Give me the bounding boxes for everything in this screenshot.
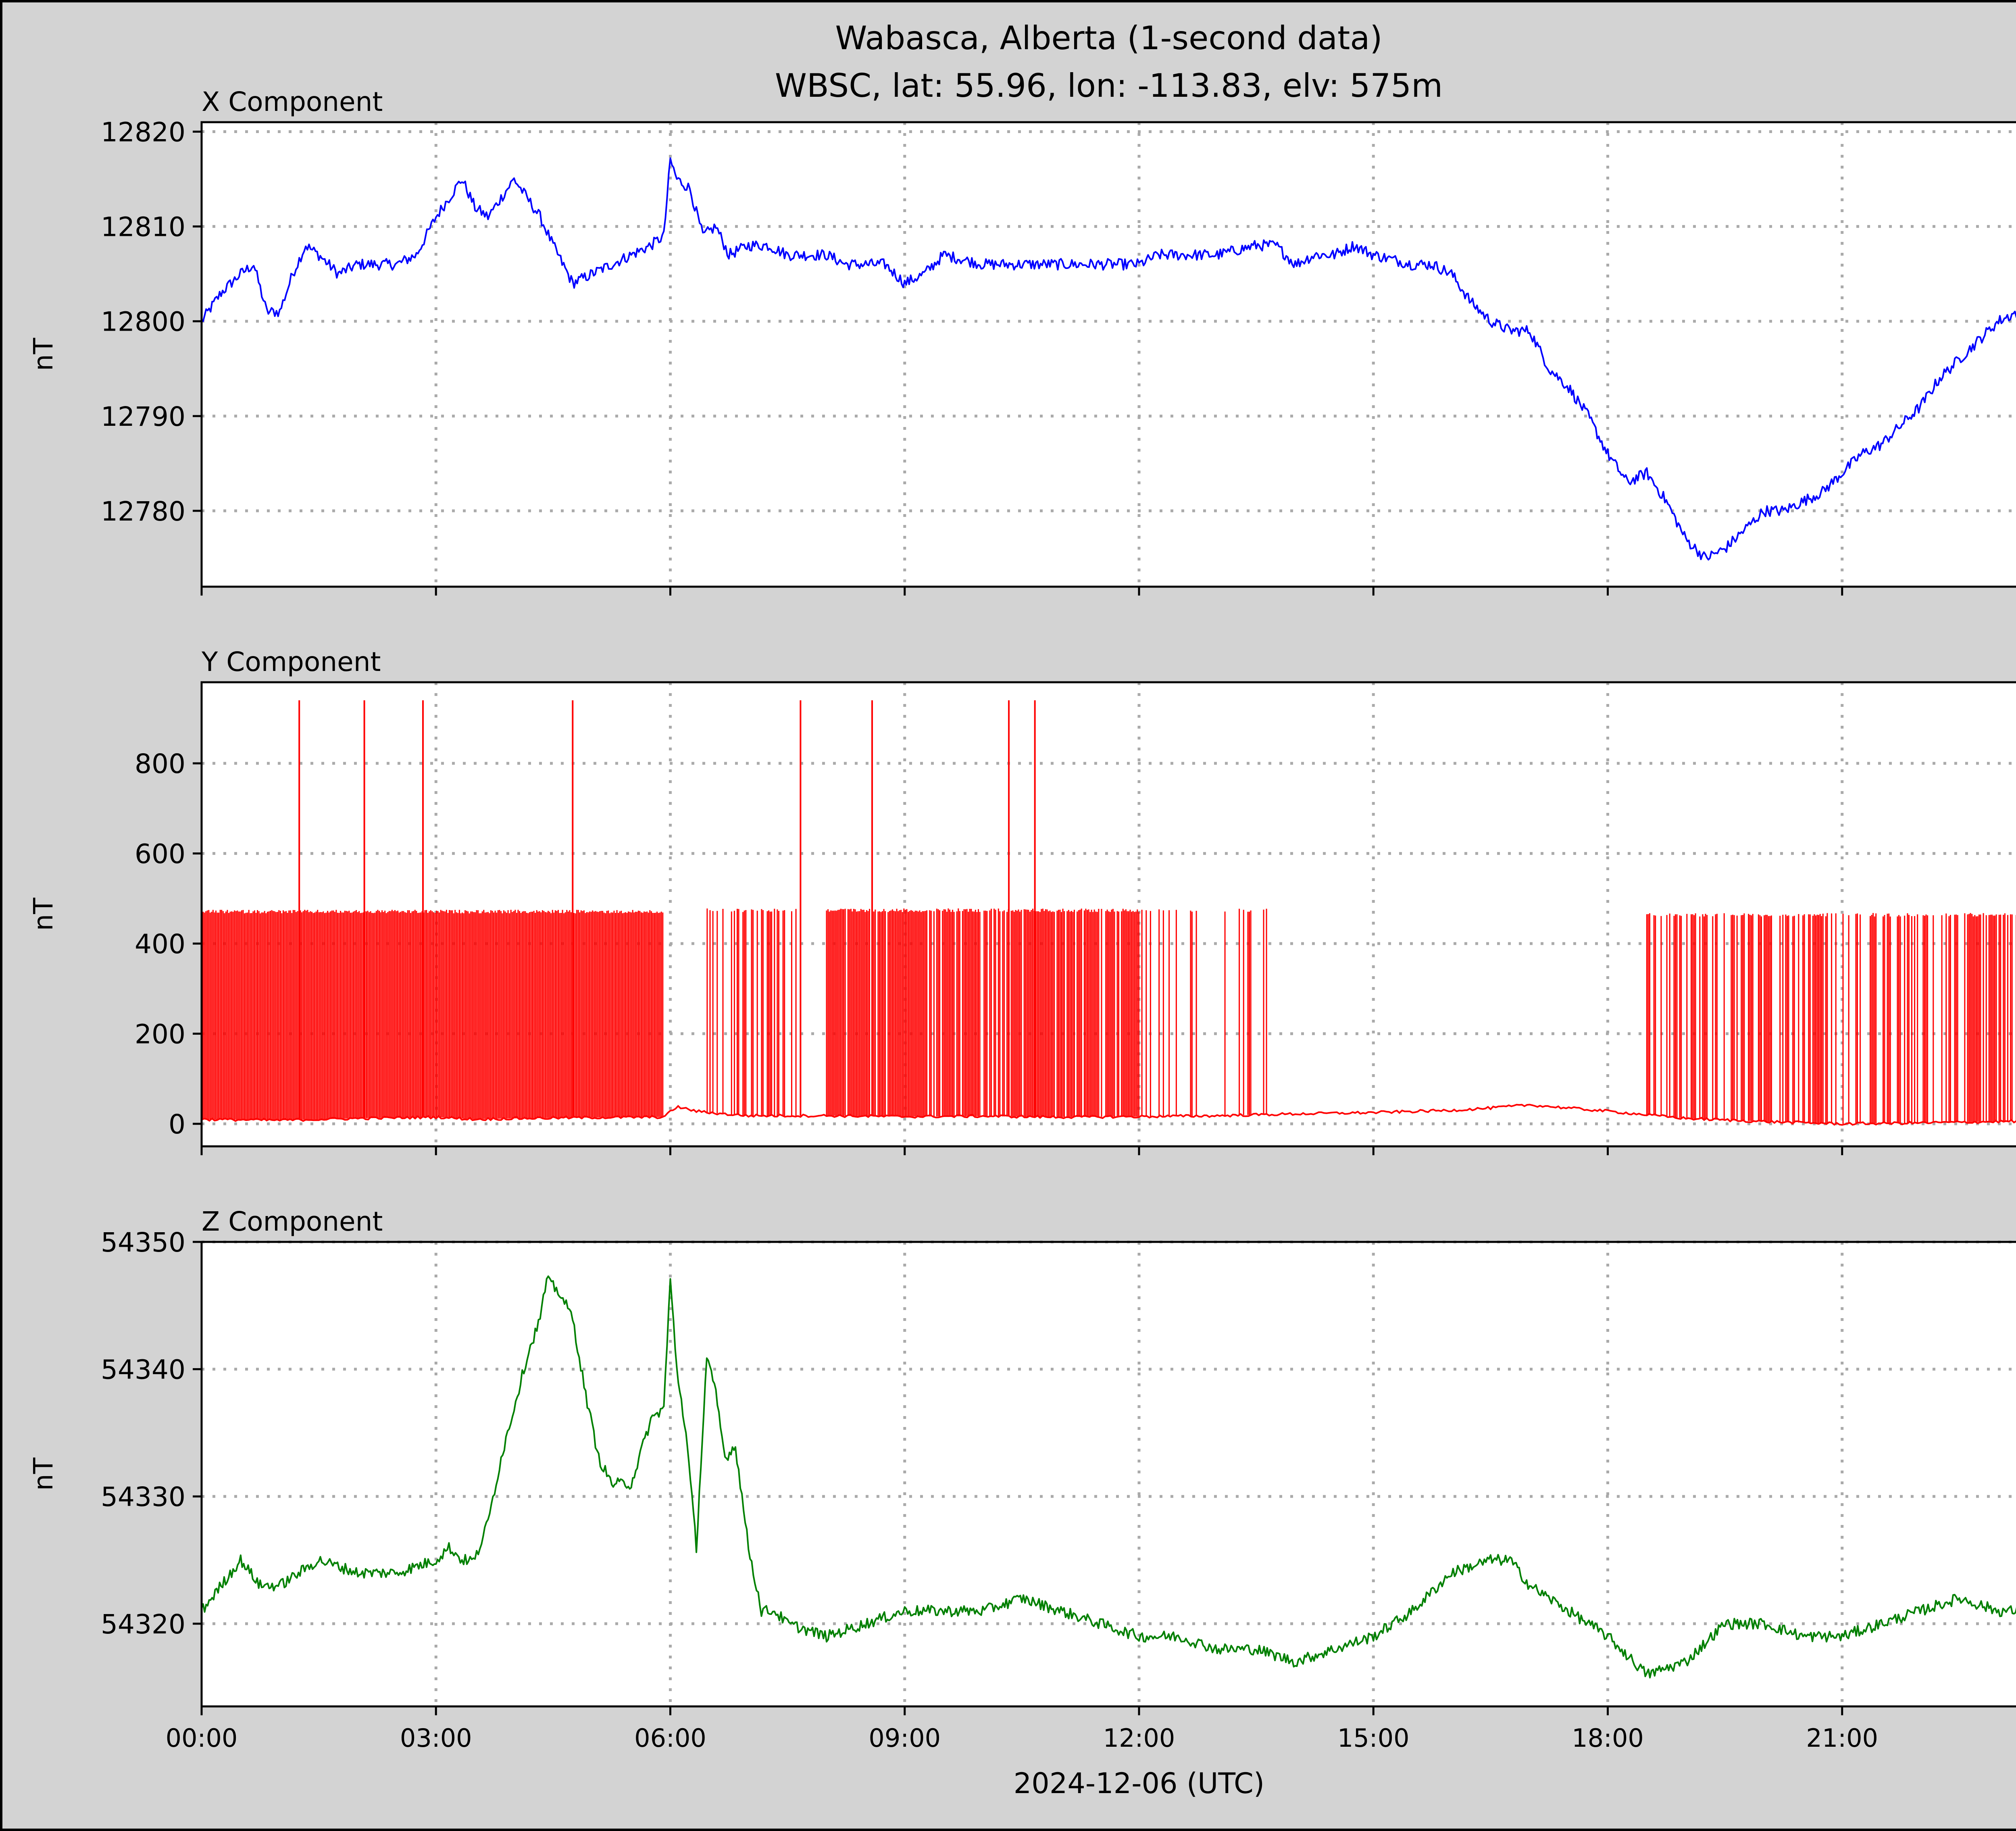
x-tick-label: 06:00 bbox=[634, 1723, 706, 1753]
y-tick-label: 400 bbox=[135, 929, 185, 960]
plot-area bbox=[202, 122, 2016, 587]
y-tick-label: 54340 bbox=[101, 1354, 185, 1385]
series-line bbox=[201, 1275, 2016, 1679]
panel-subtitle: X Component bbox=[202, 86, 383, 117]
x-tick-label: 12:00 bbox=[1103, 1723, 1175, 1753]
y-axis-label: nT bbox=[28, 337, 59, 371]
y-tick-label: 200 bbox=[135, 1019, 185, 1050]
panel-3: Z Component 54320 54330 54340 54350 nT 00:00 03… bbox=[28, 1206, 2016, 1800]
plot-area bbox=[202, 1242, 2016, 1706]
panel-1: X Component 12780 12790 12800 12810 12820 nT bbox=[28, 86, 2016, 596]
panel-subtitle: Y Component bbox=[201, 646, 381, 677]
y-tick-label: 12800 bbox=[101, 306, 185, 337]
y-tick-label: 54330 bbox=[101, 1481, 185, 1512]
panel-2: Y Component 0 200 400 600 800 nT bbox=[28, 646, 2016, 1155]
y-tick-label: 0 bbox=[169, 1109, 185, 1140]
panels: X Component1278012790128001281012820nTY … bbox=[28, 86, 2016, 1800]
x-tick-label: 00:00 bbox=[166, 1723, 238, 1753]
figure-title-line1: Wabasca, Alberta (1-second data) bbox=[835, 19, 1382, 57]
y-tick-label: 54320 bbox=[101, 1609, 185, 1640]
x-tick-label: 21:00 bbox=[1806, 1723, 1878, 1753]
y-tick-label: 800 bbox=[135, 748, 185, 779]
series-line bbox=[201, 157, 2016, 561]
y-tick-label: 600 bbox=[135, 839, 185, 870]
y-axis-label: nT bbox=[28, 898, 59, 931]
x-tick-label: 09:00 bbox=[868, 1723, 941, 1753]
y-tick-label: 54350 bbox=[101, 1227, 185, 1258]
x-tick-label: 18:00 bbox=[1572, 1723, 1644, 1753]
x-tick-label: 03:00 bbox=[400, 1723, 472, 1753]
y-axis-label: nT bbox=[28, 1457, 59, 1491]
y-tick-label: 12790 bbox=[101, 401, 185, 432]
y-tick-label: 12810 bbox=[101, 212, 185, 243]
y-tick-label: 12780 bbox=[101, 496, 185, 527]
figure-title-line2: WBSC, lat: 55.96, lon: -113.83, elv: 575… bbox=[775, 67, 1443, 104]
y-tick-label: 12820 bbox=[101, 117, 185, 148]
x-axis-label: 2024-12-06 (UTC) bbox=[1014, 1767, 1264, 1800]
panel-subtitle: Z Component bbox=[202, 1206, 383, 1237]
baseline-line bbox=[201, 1104, 2016, 1126]
x-tick-label: 15:00 bbox=[1337, 1723, 1410, 1753]
